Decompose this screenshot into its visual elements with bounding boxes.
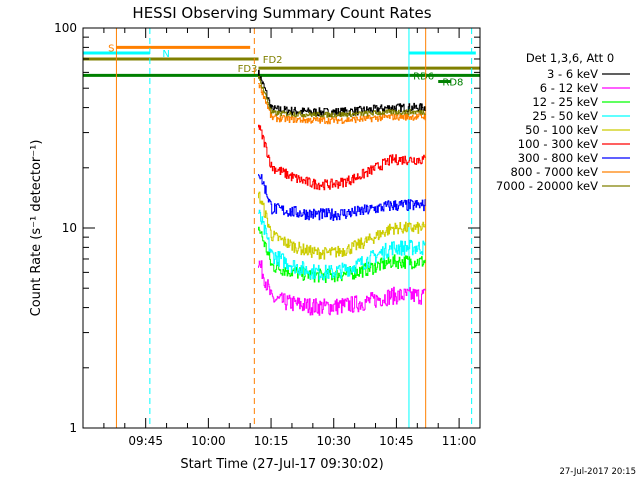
series-line-3-6-kev (258, 69, 426, 117)
y-tick-label: 10 (62, 221, 77, 235)
x-tick-label: 10:45 (379, 434, 414, 448)
x-tick-label: 10:00 (191, 434, 226, 448)
series-line-25-50-kev (258, 209, 426, 281)
x-tick-label: 11:00 (442, 434, 477, 448)
y-tick-label: 1 (69, 421, 77, 435)
series-line-800-7000-kev (258, 83, 426, 125)
legend-header: Det 1,3,6, Att 0 (526, 51, 614, 65)
flag-label-n: N (162, 49, 169, 60)
legend-label: 12 - 25 keV (532, 95, 598, 109)
series-line-7000-20000-kev (258, 75, 426, 118)
legend-label: 800 - 7000 keV (510, 165, 598, 179)
legend-label: 7000 - 20000 keV (496, 179, 598, 193)
y-tick-label: 100 (54, 21, 77, 35)
plot-area: S N FD2 FD3 RD6 RD8 (83, 28, 480, 428)
legend-label: 50 - 100 keV (525, 123, 598, 137)
chart-title: HESSI Observing Summary Count Rates (132, 4, 431, 22)
flag-label-fd2: FD2 (263, 55, 283, 66)
legend-label: 100 - 300 keV (518, 137, 598, 151)
series-line-6-12-kev (258, 260, 426, 316)
legend-label: 300 - 800 keV (518, 151, 598, 165)
timestamp: 27-Jul-2017 20:15 (559, 467, 636, 477)
flag-label-rd6: RD6 (413, 71, 434, 82)
x-tick-label: 10:30 (316, 434, 351, 448)
legend-label: 25 - 50 keV (532, 109, 598, 123)
series-line-50-100-kev (258, 191, 426, 260)
series-line-100-300-kev (258, 124, 426, 191)
x-tick-label: 09:45 (128, 434, 163, 448)
flag-label-rd8: RD8 (442, 78, 463, 89)
y-axis-label: Count Rate (s⁻¹ detector⁻¹) (29, 140, 44, 317)
x-axis-label: Start Time (27-Jul-17 09:30:02) (180, 457, 383, 472)
x-tick-label: 10:15 (254, 434, 289, 448)
legend-label: 6 - 12 keV (540, 81, 598, 95)
series-line-300-800-kev (258, 174, 426, 221)
axes: 1 10 100 09:45 10:00 10:15 10:30 10:45 11:00 (54, 21, 481, 448)
flag-label-fd3: FD3 (238, 64, 258, 75)
legend-label: 3 - 6 keV (547, 67, 598, 81)
flag-label-s: S (108, 43, 114, 54)
series-line-12-25-kev (258, 226, 426, 283)
